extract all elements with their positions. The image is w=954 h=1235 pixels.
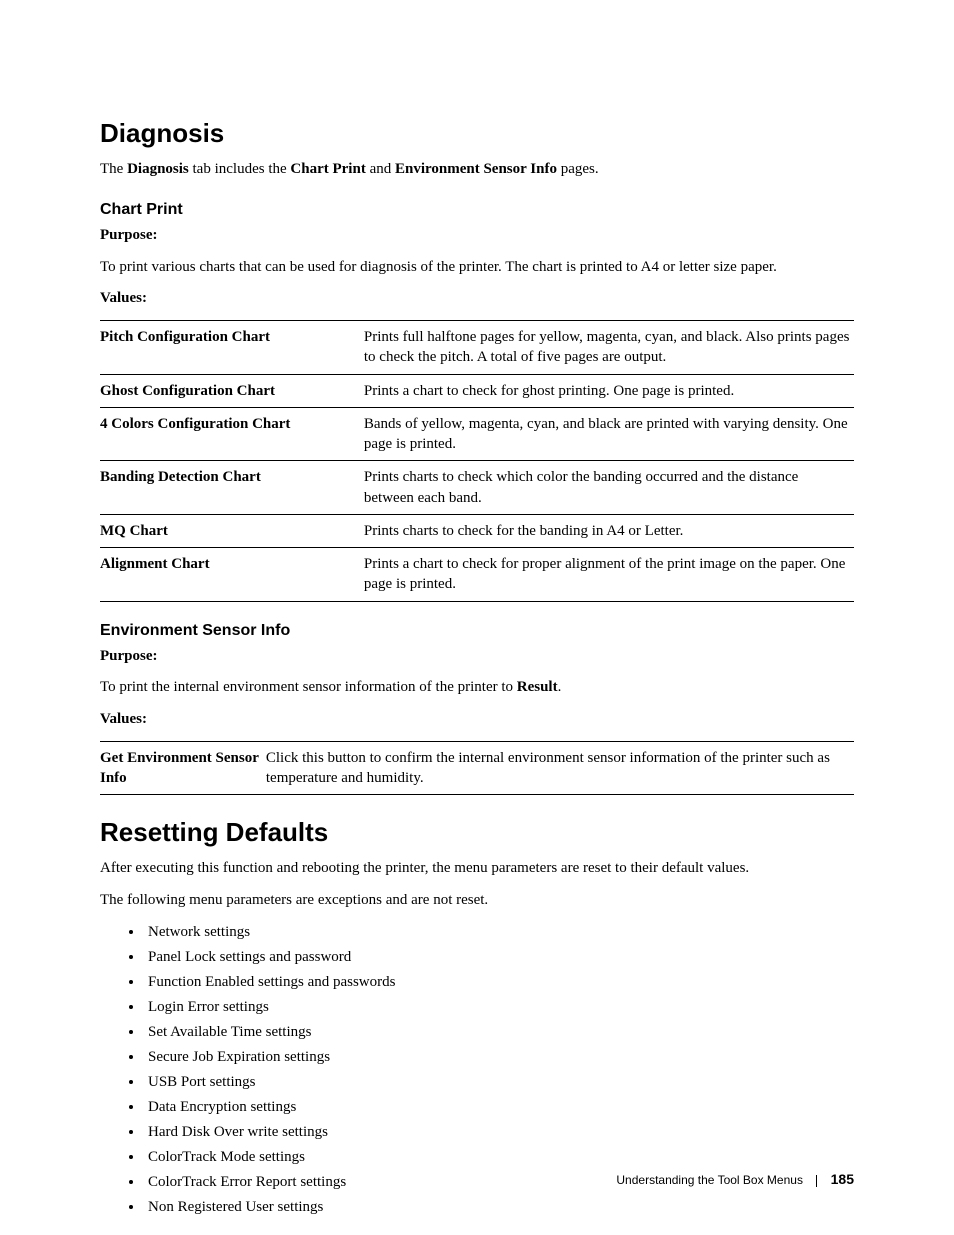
values-label: Values:	[100, 709, 854, 731]
table-row: Get Environment Sensor Info Click this b…	[100, 741, 854, 795]
text: The	[100, 161, 127, 177]
row-name: Ghost Configuration Chart	[100, 374, 364, 407]
row-name: Pitch Configuration Chart	[100, 321, 364, 375]
table-row: Alignment Chart Prints a chart to check …	[100, 548, 854, 602]
list-item: Panel Lock settings and password	[144, 947, 854, 968]
purpose-text: To print various charts that can be used…	[100, 257, 854, 279]
row-desc: Prints a chart to check for proper align…	[364, 548, 854, 602]
heading-chart-print: Chart Print	[100, 201, 854, 219]
row-name: 4 Colors Configuration Chart	[100, 407, 364, 461]
row-desc: Prints a chart to check for ghost printi…	[364, 374, 854, 407]
list-item: USB Port settings	[144, 1072, 854, 1093]
resetting-p2: The following menu parameters are except…	[100, 890, 854, 912]
purpose-label: Purpose:	[100, 646, 854, 668]
heading-resetting: Resetting Defaults	[100, 817, 854, 848]
text: To print the internal environment sensor…	[100, 679, 517, 695]
list-item: ColorTrack Mode settings	[144, 1147, 854, 1168]
heading-diagnosis: Diagnosis	[100, 118, 854, 149]
list-item: Data Encryption settings	[144, 1097, 854, 1118]
footer-separator	[816, 1175, 817, 1187]
text: tab includes the	[189, 161, 291, 177]
diagnosis-intro: The Diagnosis tab includes the Chart Pri…	[100, 159, 854, 181]
heading-env-sensor: Environment Sensor Info	[100, 622, 854, 640]
text-bold: Environment Sensor Info	[395, 161, 557, 177]
row-desc: Click this button to confirm the interna…	[266, 741, 854, 795]
text: and	[366, 161, 395, 177]
values-label: Values:	[100, 288, 854, 310]
text-bold: Result	[517, 679, 558, 695]
row-desc: Prints charts to check which color the b…	[364, 461, 854, 515]
row-desc: Bands of yellow, magenta, cyan, and blac…	[364, 407, 854, 461]
row-desc: Prints full halftone pages for yellow, m…	[364, 321, 854, 375]
row-name: Get Environment Sensor Info	[100, 741, 266, 795]
footer-page-number: 185	[831, 1171, 854, 1187]
row-desc: Prints charts to check for the banding i…	[364, 514, 854, 547]
row-name: Alignment Chart	[100, 548, 364, 602]
table-row: Ghost Configuration Chart Prints a chart…	[100, 374, 854, 407]
list-item: Function Enabled settings and passwords	[144, 972, 854, 993]
list-item: Login Error settings	[144, 997, 854, 1018]
purpose-text: To print the internal environment sensor…	[100, 677, 854, 699]
table-row: 4 Colors Configuration Chart Bands of ye…	[100, 407, 854, 461]
table-row: Banding Detection Chart Prints charts to…	[100, 461, 854, 515]
list-item: Secure Job Expiration settings	[144, 1047, 854, 1068]
list-item: Non Registered User settings	[144, 1197, 854, 1218]
text-bold: Chart Print	[290, 161, 365, 177]
text: pages.	[557, 161, 599, 177]
row-name: Banding Detection Chart	[100, 461, 364, 515]
footer-title: Understanding the Tool Box Menus	[616, 1173, 803, 1187]
purpose-label: Purpose:	[100, 225, 854, 247]
resetting-p1: After executing this function and reboot…	[100, 858, 854, 880]
env-table: Get Environment Sensor Info Click this b…	[100, 741, 854, 796]
page: Diagnosis The Diagnosis tab includes the…	[0, 0, 954, 1235]
row-name: MQ Chart	[100, 514, 364, 547]
text: .	[558, 679, 562, 695]
list-item: Set Available Time settings	[144, 1022, 854, 1043]
page-footer: Understanding the Tool Box Menus 185	[616, 1171, 854, 1187]
table-row: MQ Chart Prints charts to check for the …	[100, 514, 854, 547]
text-bold: Diagnosis	[127, 161, 189, 177]
list-item: Hard Disk Over write settings	[144, 1122, 854, 1143]
chart-print-table: Pitch Configuration Chart Prints full ha…	[100, 320, 854, 602]
table-row: Pitch Configuration Chart Prints full ha…	[100, 321, 854, 375]
list-item: Network settings	[144, 922, 854, 943]
